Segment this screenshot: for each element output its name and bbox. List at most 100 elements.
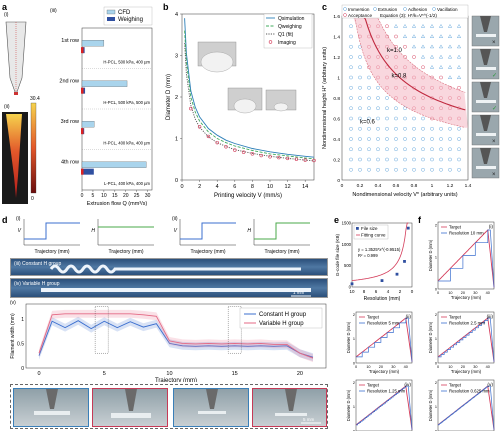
- panel-a-xlabel: Extrusion flow Q (mm³/s): [87, 201, 148, 207]
- e-ytick-label-0: 0: [349, 285, 352, 290]
- c-marker-193: [456, 34, 462, 38]
- row-caption-1: H-PCL, 500 kPa, 400 µm: [103, 60, 150, 65]
- c-marker-103: [402, 34, 408, 38]
- f-ytick-1-1: 1: [353, 337, 355, 341]
- f-legend-target-0: Target: [449, 225, 462, 230]
- panel-a-sub-ii: (ii): [4, 104, 10, 110]
- c-marker-14: [349, 24, 353, 29]
- f-ytick-3-0: 0: [353, 429, 355, 431]
- velocity-plume: [6, 114, 22, 198]
- c-marker-35: [367, 116, 371, 121]
- e-axes-frame: [351, 222, 413, 288]
- e-legend-label-1: Fitting curve: [361, 233, 386, 238]
- c-marker-136: [430, 157, 434, 162]
- c-marker-46: [376, 157, 380, 162]
- c-legend-label-3: Vacillation: [437, 7, 458, 12]
- c-marker-48: [376, 137, 380, 141]
- d-xtick-label-2: 10: [166, 371, 172, 377]
- f-ytick-2-2: 2: [435, 313, 437, 317]
- xtick-label-2: 10: [101, 193, 107, 199]
- panel-e-file-size-chart: 10 8 6 4 2 0 0 500 1000 1500 File size Fitting curv…: [335, 221, 414, 303]
- e-xtick-label-5: 0: [411, 289, 414, 294]
- panel-a-letter: a: [2, 2, 8, 12]
- f-xtick-1-4: 40: [404, 365, 408, 369]
- c-marker-34: [367, 126, 371, 131]
- c-xtick-label-4: 0.8: [411, 183, 418, 189]
- row-label-4: 4th row: [61, 160, 79, 166]
- c-marker-174: [447, 75, 453, 79]
- d-band-1: [39, 309, 313, 363]
- e-fit-curve: [351, 222, 409, 281]
- d-series-1: [38, 313, 314, 359]
- c-k-label-0: k=1.0: [387, 48, 403, 54]
- c-thumb-mark-4: ×: [492, 172, 496, 178]
- f-legend-target-1: Target: [367, 315, 380, 320]
- c-marker-26: [358, 55, 362, 59]
- c-legend-equation: Equation (3): H*/k=V*^(-1/2): [380, 13, 437, 18]
- f-ytick-3-1: 1: [353, 405, 355, 409]
- xtick-label-3: 15: [112, 193, 118, 199]
- c-marker-149: [429, 23, 435, 28]
- c-marker-116: [412, 55, 416, 59]
- d-step-xlabel-1: Trajectory (mm): [108, 249, 143, 255]
- f-resolution-line-4: [438, 385, 495, 430]
- f-ytick-1-0: 0: [353, 361, 355, 365]
- c-marker-180: [457, 167, 461, 172]
- nozzle-icon: [285, 389, 297, 411]
- droplet-shape-3: [273, 102, 289, 112]
- f-ylabel-4: Diameter D (mm): [428, 389, 433, 421]
- panel-b-droplet-photos: [197, 41, 297, 114]
- c-xtick-label-0: 0: [341, 183, 344, 189]
- f-sub-3: (iv): [404, 382, 411, 388]
- c-thumb-nozzle-0: [480, 16, 491, 32]
- c-marker-90: [403, 167, 407, 172]
- b-xtick-label-5: 10: [267, 184, 273, 190]
- c-marker-125: [421, 116, 425, 121]
- c-marker-152: [439, 147, 443, 152]
- c-ytick-label-3: 0.6: [333, 116, 340, 122]
- nozzle-icon: [46, 389, 58, 409]
- filament-stub: [34, 411, 70, 415]
- c-marker-92: [403, 147, 407, 152]
- e-ytick-label-2: 1000: [342, 242, 352, 247]
- c-marker-176: [447, 54, 453, 59]
- e-point-1: [403, 260, 406, 263]
- e-point-0: [406, 226, 410, 230]
- f-resolution-line-2: [438, 317, 495, 362]
- panel-e-letter: e: [334, 215, 340, 225]
- c-thumb-nozzle-3: [480, 115, 491, 131]
- b-xtick-label-0: 0: [180, 184, 183, 190]
- c-marker-118: [411, 34, 417, 38]
- c-thumb-mark-0: ×: [492, 40, 496, 46]
- c-marker-139: [430, 126, 434, 131]
- c-acceptance-band: [349, 16, 468, 128]
- c-marker-53: [376, 85, 380, 90]
- c-legend-marker-3: [432, 7, 436, 11]
- row-label-2: 2nd row: [59, 79, 79, 85]
- error-marker-3: [81, 128, 84, 135]
- c-marker-64: [385, 126, 389, 131]
- filament-stub: [275, 413, 307, 416]
- c-marker-52: [376, 96, 380, 100]
- c-marker-159: [439, 75, 443, 80]
- b-xtick-label-6: 12: [285, 184, 291, 190]
- e-xtick-label-2: 6: [375, 289, 378, 294]
- scale-bar-1mm-label: 1 mm: [293, 290, 305, 295]
- e-xlabel: Resolution (mm): [364, 296, 401, 302]
- b-xtick-label-1: 2: [198, 184, 201, 190]
- c-marker-24: [358, 75, 362, 80]
- d-legend-label-1: Variable H group: [259, 321, 304, 327]
- b-legend-marker-3: [268, 40, 273, 44]
- c-marker-25: [358, 65, 362, 70]
- c-marker-79: [394, 126, 398, 131]
- e-xtick-label-4: 2: [399, 289, 402, 294]
- c-marker-117: [411, 44, 417, 49]
- c-legend-marker-2: [403, 7, 407, 11]
- filament-stub: [198, 411, 226, 414]
- c-legend-label-4: Acceptance: [348, 13, 372, 18]
- c-marker-49: [376, 126, 380, 131]
- b-legend-label-0: Qsimulation: [278, 16, 305, 22]
- f-legend-res-2: Resolution 2.5 mm: [449, 321, 485, 326]
- panel-a-bar-chart: (iii) CFD Weighing 1st row H-PCL, 500 kPa…: [50, 6, 153, 207]
